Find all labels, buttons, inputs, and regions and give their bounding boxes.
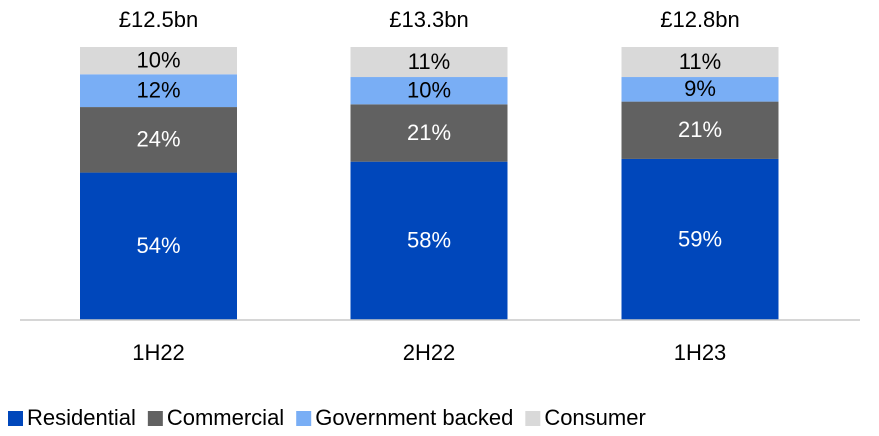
bar-segment	[621, 47, 779, 78]
data-label: 21%	[407, 120, 451, 145]
total-label: £13.3bn	[389, 7, 469, 32]
total-label: £12.8bn	[660, 7, 740, 32]
bar-segment	[80, 107, 237, 173]
legend-swatch	[525, 411, 541, 426]
legend-swatch	[147, 411, 163, 426]
bar-segment	[80, 74, 237, 108]
bar-segment	[350, 161, 508, 320]
data-label: 10%	[136, 47, 180, 72]
data-label: 10%	[407, 77, 451, 102]
x-tick-label: 1H22	[132, 340, 185, 365]
bar-segment	[350, 47, 508, 78]
data-label: 54%	[136, 233, 180, 258]
bar-segment	[350, 104, 508, 162]
bar-segment	[621, 158, 779, 320]
legend-label: Consumer	[544, 405, 645, 430]
bar-segment	[621, 77, 779, 102]
bar-segment	[350, 77, 508, 105]
data-label: 11%	[408, 49, 450, 74]
data-label: 9%	[684, 76, 716, 101]
bar-segment	[80, 47, 237, 75]
data-label: 59%	[678, 226, 722, 251]
legend-swatch	[296, 411, 312, 426]
legend-label: Residential	[27, 405, 136, 430]
x-tick-label: 1H23	[674, 340, 727, 365]
total-label: £12.5bn	[119, 7, 199, 32]
bar-segment	[80, 172, 237, 320]
data-label: 21%	[678, 117, 722, 142]
data-label: 58%	[407, 228, 451, 253]
data-label: 12%	[136, 77, 180, 102]
legend-label: Commercial	[167, 405, 284, 430]
x-tick-label: 2H22	[403, 340, 456, 365]
data-label: 11%	[679, 49, 721, 74]
bar-segment	[621, 101, 779, 159]
legend-label: Government backed	[315, 405, 513, 430]
data-label: 24%	[136, 127, 180, 152]
legend-swatch	[8, 411, 23, 426]
